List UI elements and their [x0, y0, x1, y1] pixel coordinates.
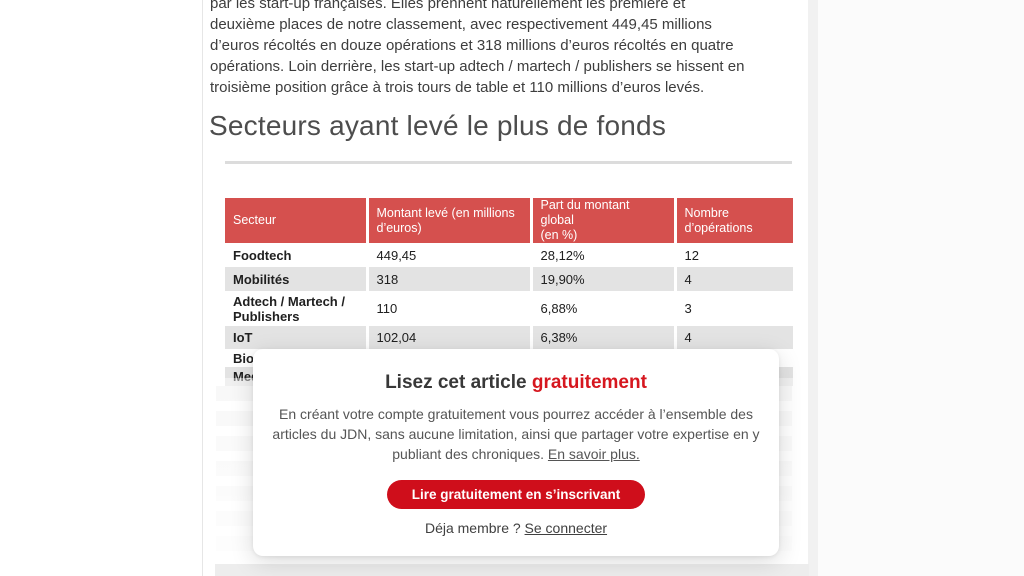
table-row: Foodtech 449,45 28,12% 12 — [225, 243, 793, 267]
table-header-row: Secteur Montant levé (en millions d’euro… — [225, 198, 793, 243]
content-right-border — [808, 0, 818, 576]
section-heading: Secteurs ayant levé le plus de fonds — [209, 110, 667, 141]
operations-cell: 3 — [673, 291, 793, 326]
faded-content-bar — [215, 564, 809, 576]
modal-body-line: publiant des chroniques. En savoir plus. — [253, 444, 779, 464]
amount-cell: 102,04 — [365, 326, 531, 349]
content-left-border — [202, 0, 203, 576]
table-row: IoT 102,04 6,38% 4 — [225, 326, 793, 349]
intro-paragraph-line: d’euros récoltés en douze opérations et … — [210, 37, 734, 54]
operations-cell: 4 — [673, 326, 793, 349]
learn-more-link[interactable]: En savoir plus. — [547, 446, 640, 462]
share-cell: 19,90% — [529, 267, 675, 291]
modal-body-line: En créant votre compte gratuitement vous… — [279, 406, 753, 422]
column-header-sector: Secteur — [225, 198, 367, 243]
share-cell: 6,38% — [529, 326, 675, 349]
modal-body: En créant votre compte gratuitement vous… — [253, 404, 779, 464]
signup-button[interactable]: Lire gratuitement en s’inscrivant — [386, 480, 646, 509]
intro-paragraph: par les start-up françaises. Elles prenn… — [210, 0, 802, 98]
sector-cell: Foodtech — [233, 247, 292, 263]
signup-modal: Lisez cet article gratuitement En créant… — [253, 349, 779, 556]
amount-cell: 110 — [365, 291, 531, 326]
modal-title: Lisez cet article gratuitement — [253, 372, 779, 394]
operations-cell: 12 — [673, 243, 793, 267]
member-prompt: Déja membre ? Se connecter — [253, 520, 779, 536]
column-header-label: d’opérations — [684, 220, 753, 235]
member-prompt-text: Déja membre ? — [424, 520, 525, 536]
intro-paragraph-line: par les start-up françaises. Elles prenn… — [210, 0, 686, 12]
intro-paragraph-line: opérations. Loin derrière, les start-up … — [210, 58, 745, 75]
share-cell: 6,88% — [529, 291, 675, 326]
page-right-background — [818, 0, 1024, 576]
column-header-label: Secteur — [233, 213, 277, 227]
column-header-amount: Montant levé (en millions d’euros) — [365, 198, 531, 243]
column-header-label: Part du montant global — [540, 198, 630, 227]
table-row: Adtech / Martech / Publishers 110 6,88% … — [225, 291, 793, 326]
column-header-label: d’euros) — [376, 220, 422, 235]
operations-cell: 4 — [673, 267, 793, 291]
intro-paragraph-line: troisième position grâce à trois tours d… — [210, 79, 705, 96]
sector-cell: Adtech / Martech / Publishers — [233, 293, 345, 324]
table-row: Mobilités 318 19,90% 4 — [225, 267, 793, 291]
column-header-share: Part du montant global (en %) — [529, 198, 675, 243]
intro-paragraph-line: deuxième places de notre classement, ave… — [210, 16, 712, 33]
section-divider — [225, 161, 792, 164]
modal-body-text: publiant des chroniques. — [392, 446, 548, 462]
share-cell: 28,12% — [529, 243, 675, 267]
column-header-label: Nombre — [684, 205, 729, 220]
amount-cell: 449,45 — [365, 243, 531, 267]
column-header-label: Montant levé (en millions — [376, 205, 515, 220]
sector-cell: IoT — [225, 326, 367, 349]
sector-cell: Mobilités — [225, 267, 367, 291]
modal-title-text: Lisez cet article — [385, 372, 532, 393]
amount-cell: 318 — [365, 267, 531, 291]
modal-body-line: articles du JDN, sans aucune limitation,… — [272, 426, 760, 442]
column-header-operations: Nombre d’opérations — [673, 198, 793, 243]
modal-title-highlight: gratuitement — [531, 372, 647, 393]
column-header-label: (en %) — [540, 228, 578, 242]
login-link[interactable]: Se connecter — [524, 520, 608, 536]
